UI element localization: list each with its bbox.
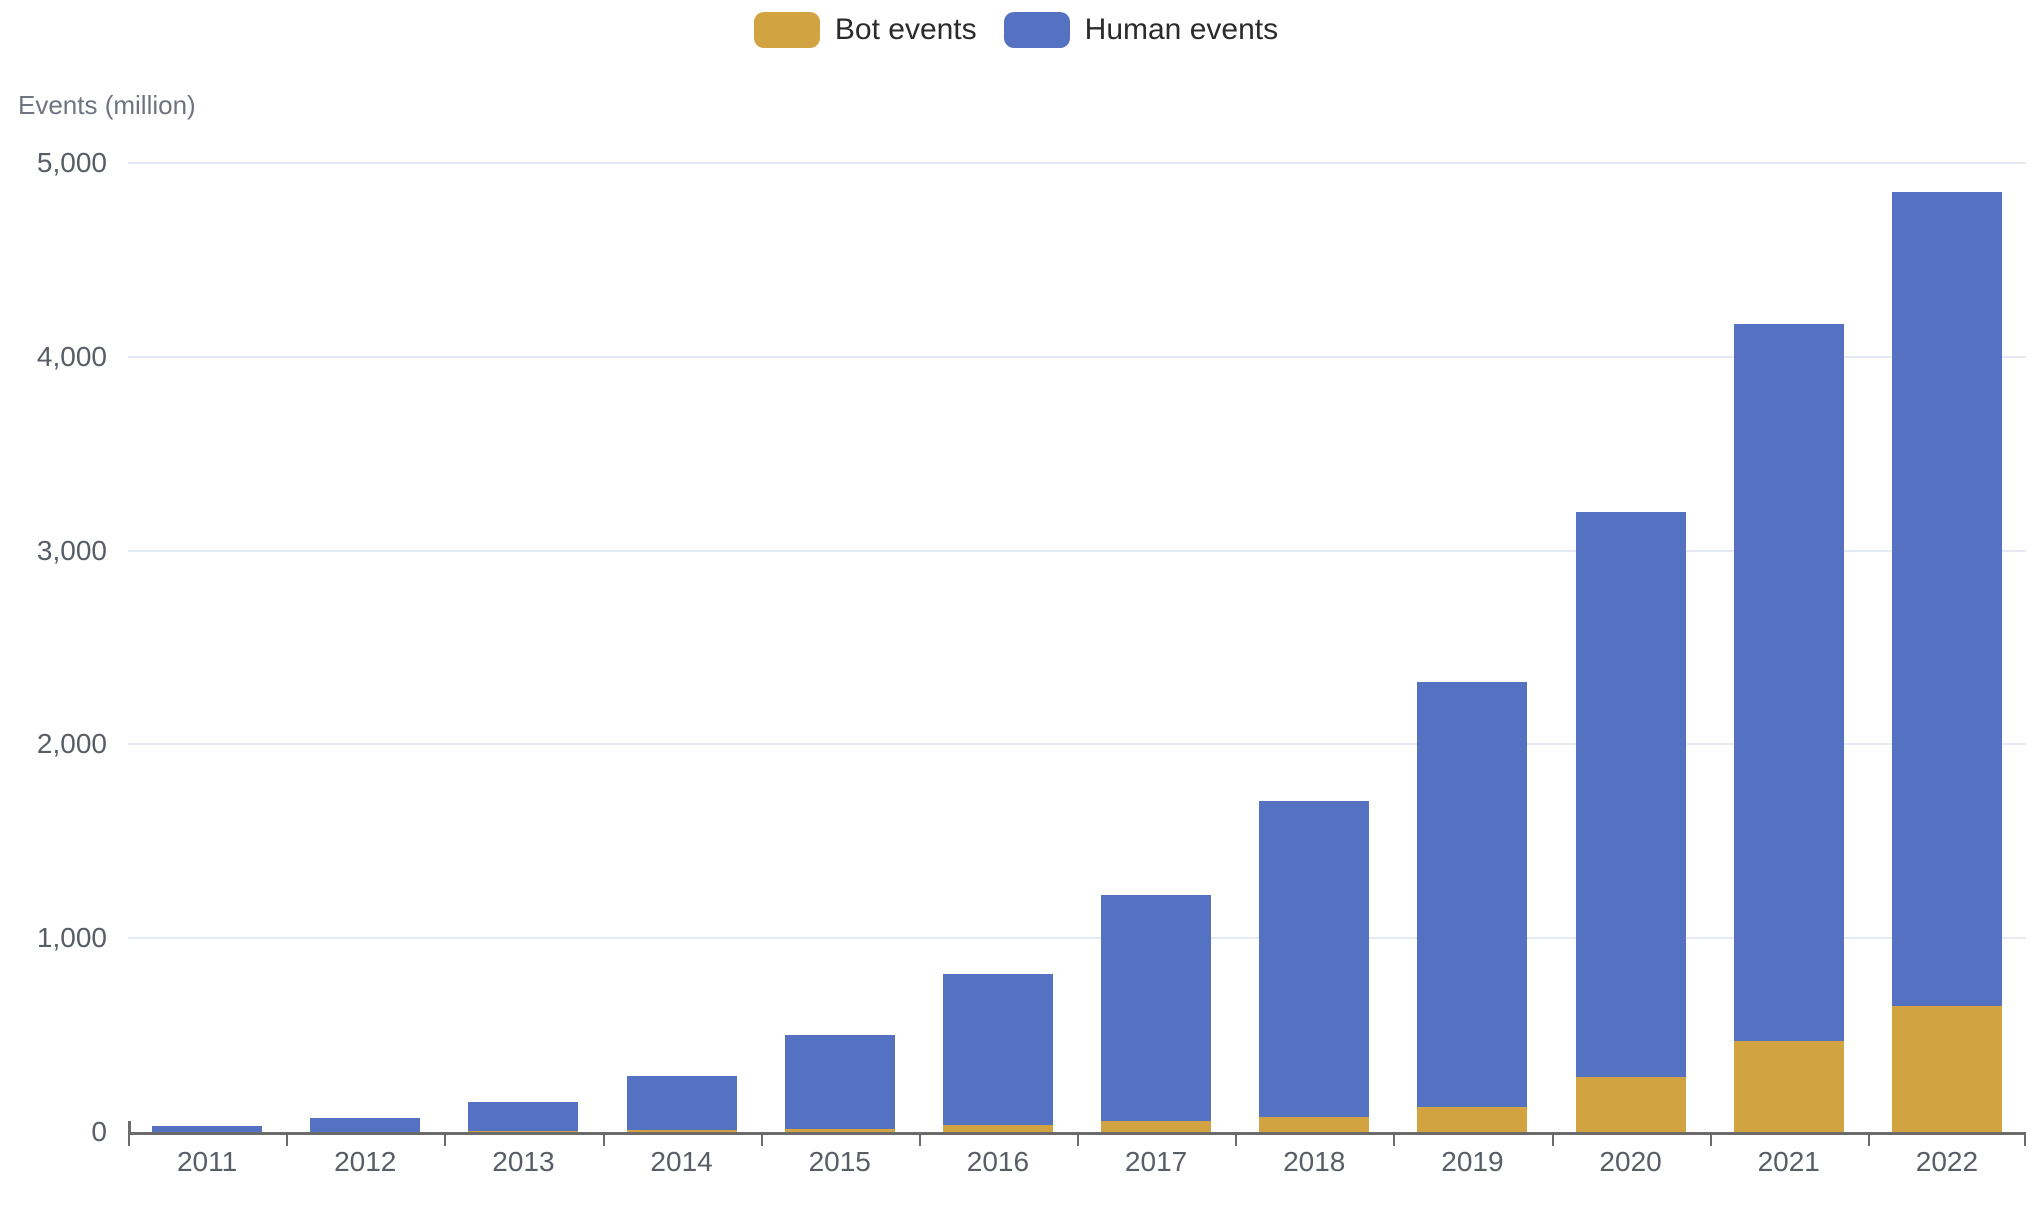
axis-tick — [1393, 1132, 1396, 1146]
axis-tick — [760, 1132, 763, 1146]
bar-segment-bot-events-2017 — [1101, 1121, 1212, 1132]
y-axis-title: Events (million) — [18, 90, 196, 120]
plot-area — [128, 162, 2026, 1146]
legend-label-human-events: Human events — [1084, 13, 1279, 46]
gridline — [128, 549, 2026, 552]
bar-2019 — [1417, 682, 1528, 1132]
x-tick-label: 2012 — [334, 1146, 397, 1177]
x-tick-label: 2015 — [808, 1146, 871, 1177]
axis-tick — [1709, 1132, 1712, 1146]
x-tick-label: 2021 — [1757, 1146, 1820, 1177]
bar-segment-bot-events-2014 — [626, 1130, 737, 1132]
bar-segment-human-events-2011 — [152, 1126, 263, 1132]
y-tick-label: 0 — [91, 1116, 107, 1147]
axis-tick — [1867, 1132, 1870, 1146]
bar-segment-human-events-2014 — [626, 1075, 737, 1131]
x-tick-label: 2011 — [176, 1146, 238, 1177]
bar-2017 — [1101, 894, 1212, 1132]
bar-2022 — [1891, 192, 2002, 1132]
bar-segment-human-events-2016 — [942, 974, 1053, 1126]
bar-2021 — [1733, 323, 1844, 1132]
legend-item-bot-events[interactable]: Bot events — [753, 12, 977, 48]
bar-segment-bot-events-2021 — [1733, 1040, 1844, 1132]
bar-segment-bot-events-2013 — [468, 1131, 579, 1132]
x-tick-label: 2017 — [1124, 1146, 1188, 1177]
bar-segment-bot-events-2020 — [1575, 1077, 1686, 1132]
bar-2020 — [1575, 511, 1686, 1132]
axis-tick — [1235, 1132, 1238, 1146]
gridline — [128, 355, 2026, 358]
bar-segment-human-events-2012 — [310, 1117, 421, 1132]
bar-segment-bot-events-2019 — [1417, 1107, 1528, 1132]
bar-2015 — [784, 1034, 895, 1132]
bar-2016 — [942, 974, 1053, 1132]
bar-segment-bot-events-2016 — [942, 1125, 1053, 1132]
bar-segment-human-events-2013 — [468, 1101, 579, 1132]
bar-2014 — [626, 1075, 737, 1132]
bar-2018 — [1259, 800, 1370, 1132]
bar-segment-human-events-2018 — [1259, 800, 1370, 1117]
y-tick-label: 2,000 — [36, 728, 107, 760]
axis-tick — [444, 1132, 447, 1146]
bar-2011 — [152, 1126, 263, 1132]
gridline — [128, 937, 2026, 940]
legend: Bot events Human events — [0, 12, 2032, 48]
y-tick-label: 3,000 — [36, 534, 107, 566]
bar-segment-human-events-2017 — [1101, 894, 1212, 1122]
x-tick-label: 2019 — [1441, 1146, 1504, 1177]
y-tick-label: 5,000 — [36, 147, 107, 178]
axis-tick — [602, 1132, 605, 1146]
y-tick-label: 1,000 — [36, 922, 107, 954]
x-tick-label: 2014 — [650, 1146, 713, 1177]
x-tick-label: 2016 — [966, 1146, 1030, 1177]
bar-segment-human-events-2021 — [1733, 323, 1844, 1041]
gridline — [128, 162, 2026, 164]
bar-segment-human-events-2022 — [1891, 192, 2002, 1007]
bot-events-swatch — [753, 12, 820, 48]
axis-tick — [286, 1132, 289, 1146]
x-tick-label: 2020 — [1599, 1146, 1662, 1177]
bar-segment-human-events-2019 — [1417, 682, 1528, 1108]
axis-tick — [1077, 1132, 1079, 1146]
legend-label-bot-events: Bot events — [834, 13, 977, 46]
x-tick-label: 2022 — [1915, 1146, 1979, 1177]
y-axis-origin-stub — [128, 1121, 131, 1132]
bar-segment-bot-events-2015 — [784, 1129, 895, 1132]
legend-item-human-events[interactable]: Human events — [1003, 12, 1279, 48]
y-tick-label: 4,000 — [36, 340, 107, 372]
bar-2013 — [468, 1101, 579, 1132]
axis-tick — [918, 1132, 921, 1146]
bar-segment-bot-events-2018 — [1259, 1116, 1370, 1132]
gridline — [128, 743, 2026, 746]
human-events-swatch — [1003, 12, 1070, 48]
bar-segment-bot-events-2022 — [1891, 1006, 2002, 1132]
axis-tick — [1551, 1132, 1554, 1146]
x-tick-label: 2018 — [1283, 1146, 1346, 1177]
bar-segment-human-events-2020 — [1575, 511, 1686, 1078]
axis-tick — [128, 1132, 130, 1146]
x-tick-label: 2013 — [492, 1146, 555, 1177]
axis-tick — [2024, 1132, 2026, 1146]
bar-2012 — [310, 1117, 421, 1132]
bar-segment-human-events-2015 — [784, 1034, 895, 1130]
